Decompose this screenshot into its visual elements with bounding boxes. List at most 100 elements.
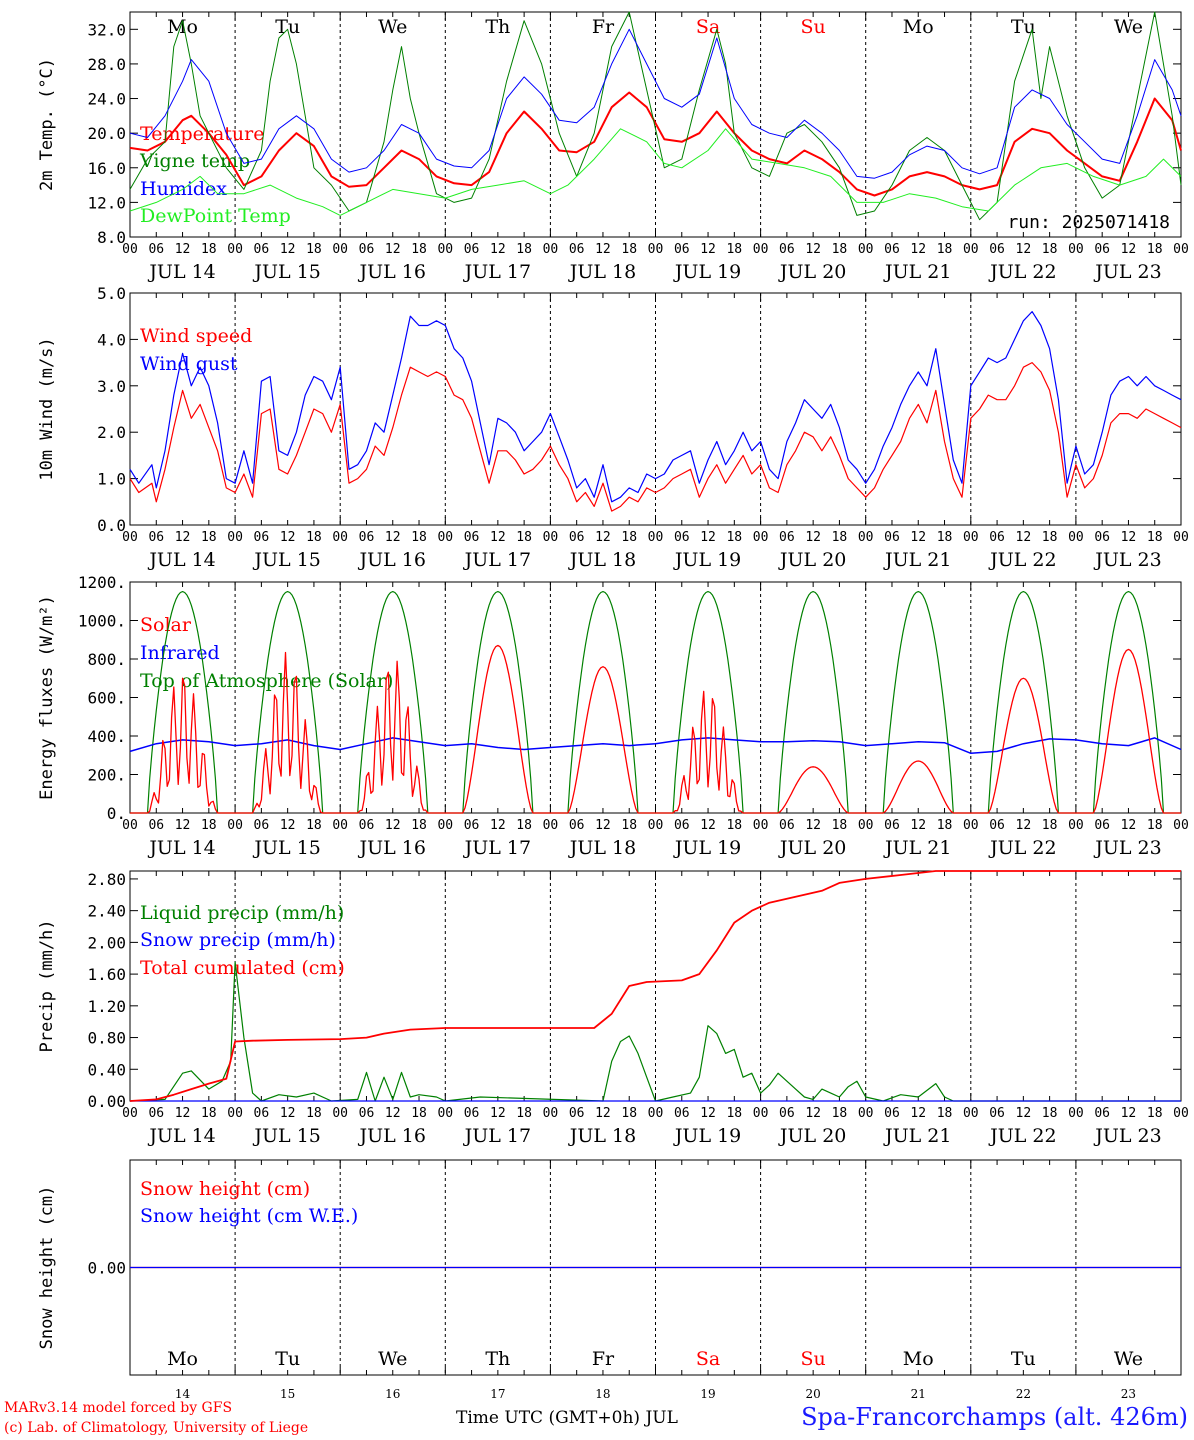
hour-tick-label: 18 xyxy=(621,242,637,257)
hour-tick-label: 12 xyxy=(385,818,401,833)
date-label: JUL 14 xyxy=(147,261,215,283)
hour-tick-label: 12 xyxy=(1121,242,1137,257)
weekday-label: We xyxy=(1114,16,1143,38)
y-tick-label: 0.40 xyxy=(87,1060,126,1079)
legend-entry: Snow height (cm W.E.) xyxy=(140,1205,358,1227)
hour-tick-label: 18 xyxy=(1042,530,1058,545)
weekday-label: Th xyxy=(485,16,510,38)
day-number-label: 14 xyxy=(175,1387,191,1401)
date-label: JUL 14 xyxy=(147,549,215,571)
date-label: JUL 23 xyxy=(1093,549,1161,571)
y-tick-label: 28.0 xyxy=(87,55,126,74)
hour-tick-label: 00 xyxy=(543,1106,559,1121)
hour-tick-label: 12 xyxy=(175,818,191,833)
y-tick-label: 16.0 xyxy=(87,159,126,178)
hour-tick-label: 00 xyxy=(1068,530,1084,545)
y-tick-label: 1.60 xyxy=(87,965,126,984)
y-tick-label: 1.0 xyxy=(97,470,126,489)
hour-tick-label: 12 xyxy=(805,530,821,545)
hour-tick-label: 12 xyxy=(280,1106,296,1121)
hour-tick-label: 00 xyxy=(648,818,664,833)
hour-tick-label: 12 xyxy=(1016,1106,1032,1121)
y-tick-label: 600. xyxy=(87,689,126,708)
y-tick-label: 24.0 xyxy=(87,90,126,109)
hour-tick-label: 18 xyxy=(306,242,322,257)
hour-tick-label: 00 xyxy=(543,530,559,545)
hour-tick-label: 12 xyxy=(1016,818,1032,833)
lab-credit: (c) Lab. of Climatology, University of L… xyxy=(4,1420,309,1436)
date-label: JUL 21 xyxy=(883,549,951,571)
date-label: JUL 15 xyxy=(252,837,320,859)
weekday-label: Fr xyxy=(592,1348,615,1370)
hour-tick-label: 06 xyxy=(569,530,585,545)
y-tick-label: 1.20 xyxy=(87,997,126,1016)
date-label: JUL 22 xyxy=(988,1125,1056,1147)
hour-tick-label: 18 xyxy=(201,242,217,257)
series-line xyxy=(129,961,1181,1102)
hour-tick-label: 06 xyxy=(254,242,270,257)
hour-tick-label: 18 xyxy=(516,1106,532,1121)
date-label: JUL 15 xyxy=(252,549,320,571)
date-label: JUL 22 xyxy=(988,549,1056,571)
y-tick-label: 4.0 xyxy=(97,330,126,349)
hour-tick-label: 18 xyxy=(516,242,532,257)
day-number-label: 22 xyxy=(1016,1387,1031,1401)
hour-tick-label: 06 xyxy=(1094,530,1110,545)
hour-tick-label: 00 xyxy=(227,818,243,833)
hour-tick-label: 12 xyxy=(700,1106,716,1121)
date-label: JUL 19 xyxy=(673,549,741,571)
hour-tick-label: 18 xyxy=(726,242,742,257)
y-tick-label: 2.40 xyxy=(87,902,126,921)
hour-tick-label: 12 xyxy=(595,1106,611,1121)
hour-tick-label: 18 xyxy=(1042,242,1058,257)
date-label: JUL 20 xyxy=(778,261,846,283)
y-tick-label: 1000. xyxy=(78,612,126,631)
hour-tick-label: 12 xyxy=(910,818,926,833)
hour-tick-label: 06 xyxy=(464,242,480,257)
y-tick-label: 0.80 xyxy=(87,1029,126,1048)
hour-tick-label: 12 xyxy=(1016,242,1032,257)
y-tick-label: 2.0 xyxy=(97,423,126,442)
hour-tick-label: 18 xyxy=(1042,1106,1058,1121)
hour-tick-label: 06 xyxy=(359,530,375,545)
hour-tick-label: 12 xyxy=(700,242,716,257)
hour-tick-label: 00 xyxy=(122,1106,138,1121)
hour-tick-label: 00 xyxy=(963,818,979,833)
day-number-label: 15 xyxy=(280,1387,295,1401)
weekday-label: Tu xyxy=(1011,16,1036,38)
hour-tick-label: 18 xyxy=(201,530,217,545)
hour-tick-label: 00 xyxy=(753,530,769,545)
hour-tick-label: 18 xyxy=(411,530,427,545)
hour-tick-label: 00 xyxy=(1173,1106,1189,1121)
weekday-label: Mo xyxy=(167,16,198,38)
legend-entry: Top of Atmosphere (Solar) xyxy=(140,670,393,692)
hour-tick-label: 18 xyxy=(1147,818,1163,833)
hour-tick-label: 12 xyxy=(280,530,296,545)
hour-tick-label: 18 xyxy=(306,530,322,545)
hour-tick-label: 00 xyxy=(1068,242,1084,257)
hour-tick-label: 12 xyxy=(490,530,506,545)
hour-tick-label: 18 xyxy=(201,1106,217,1121)
hour-tick-label: 18 xyxy=(621,818,637,833)
hour-tick-label: 00 xyxy=(753,1106,769,1121)
weekday-label: We xyxy=(378,1348,407,1370)
hour-tick-label: 00 xyxy=(332,818,348,833)
hour-tick-label: 00 xyxy=(1173,242,1189,257)
y-tick-label: 3.0 xyxy=(97,377,126,396)
hour-tick-label: 12 xyxy=(1121,1106,1137,1121)
hour-tick-label: 12 xyxy=(805,242,821,257)
day-number-label: 23 xyxy=(1121,1387,1136,1401)
weekday-label: Sa xyxy=(696,1348,720,1370)
y-axis-title: Energy fluxes (W/m²) xyxy=(37,595,57,800)
hour-tick-label: 06 xyxy=(674,1106,690,1121)
series-line xyxy=(129,28,1182,179)
hour-tick-label: 06 xyxy=(148,818,164,833)
hour-tick-label: 18 xyxy=(832,818,848,833)
hour-tick-label: 18 xyxy=(1147,530,1163,545)
hour-tick-label: 00 xyxy=(122,530,138,545)
day-number-label: 16 xyxy=(385,1387,400,1401)
hour-tick-label: 06 xyxy=(359,1106,375,1121)
hour-tick-label: 18 xyxy=(1042,818,1058,833)
date-label: JUL 22 xyxy=(988,261,1056,283)
y-tick-label: 800. xyxy=(87,650,126,669)
